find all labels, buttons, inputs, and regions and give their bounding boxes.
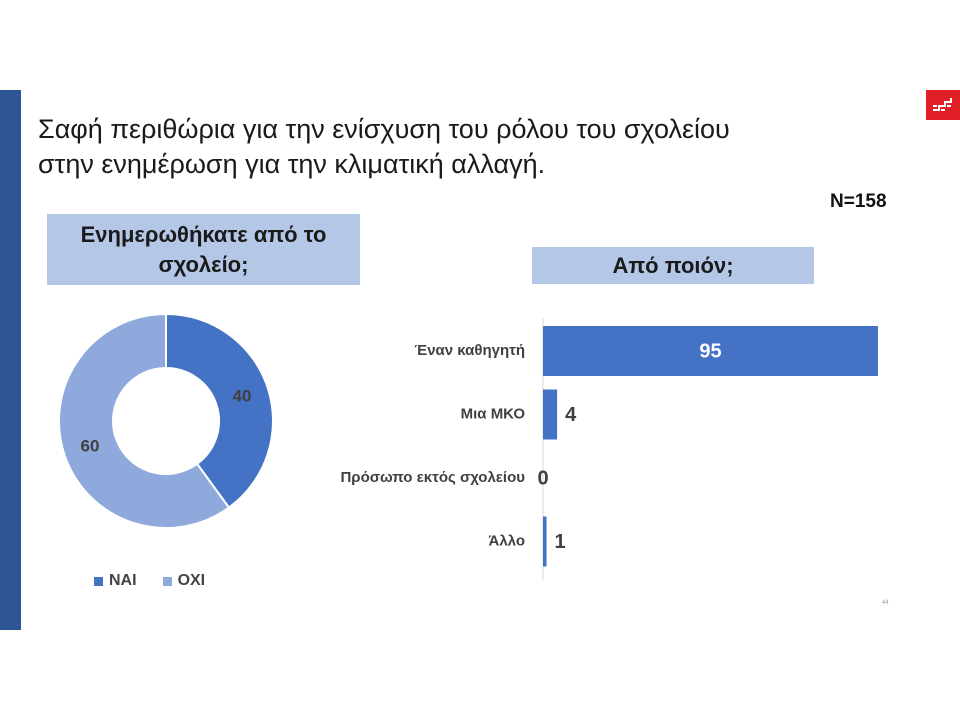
legend-label-no: ΟΧΙ [177,572,206,589]
bar-category-label: Έναν καθηγητή [414,342,525,359]
bar-category-label: Μια ΜΚΟ [461,405,526,422]
logo [926,90,960,120]
logo-icon [933,98,952,111]
legend-label-yes: ΝΑΙ [109,572,137,589]
legend-item-yes: ΝΑΙ [94,572,137,590]
legend-swatch-no [162,576,172,586]
bar-data-label: 95 [699,340,721,362]
legend-swatch-yes [94,576,103,586]
bar-category-label: Πρόσωπο εκτός σχολείου [340,469,525,486]
bar [543,326,878,376]
bar-data-label: 0 [537,467,548,489]
bar-data-label: 1 [555,531,566,553]
bar-chart-title: Από ποιόν; [532,247,814,284]
sample-size-label: N=158 [830,191,887,212]
slide-title-line2: στην ενημέρωση για την κλιματική αλλαγή. [38,149,546,179]
bar-data-label: 4 [565,404,577,426]
donut-data-label: 60 [81,436,100,455]
donut-data-label: 40 [233,386,252,405]
donut-chart-title-line2: σχολείο; [158,251,249,277]
donut-slice [58,312,231,529]
donut-legend: ΝΑΙ ΟΧΙ [94,572,205,590]
legend-item-no: ΟΧΙ [162,572,206,590]
bar [543,389,558,440]
bar-category-label: Άλλο [489,532,526,549]
donut-chart-title: Ενημερωθήκατε από το σχολείο; [47,214,360,285]
bar [543,516,547,567]
sidebar-accent [0,90,21,630]
page-number: 44 [882,600,889,606]
slide-title: Σαφή περιθώρια για την ενίσχυση του ρόλο… [38,112,858,182]
donut-chart-title-line1: Ενημερωθήκατε από το [80,221,327,247]
slide-title-line1: Σαφή περιθώρια για την ενίσχυση του ρόλο… [38,114,730,144]
donut-slice [165,312,274,509]
